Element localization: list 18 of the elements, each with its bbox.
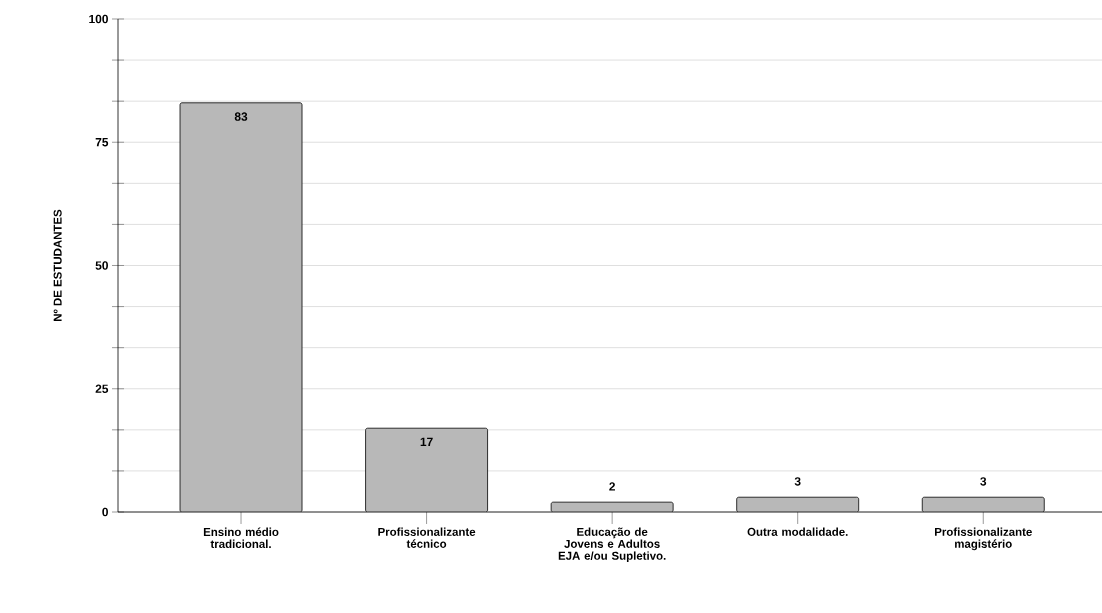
data-label: 3: [980, 477, 987, 486]
y-axis-title: Nº DE ESTUDANTES: [53, 209, 62, 321]
y-tick-label: 50: [95, 261, 108, 270]
x-tick-label: Outra modalidade.: [747, 527, 848, 536]
bar: [365, 427, 488, 512]
data-label: 3: [794, 477, 801, 486]
data-label: 2: [609, 482, 615, 491]
x-tick-label: Educação de Jovens e Adultos EJA e/ou Supletivo.: [558, 527, 666, 563]
y-tick-label: 25: [95, 384, 109, 393]
x-tick-label: Ensino médio tradicional.: [203, 527, 279, 548]
y-tick-label: 75: [95, 138, 109, 147]
x-tick-label: Profissionalizante técnico: [378, 527, 476, 548]
y-tick-label: 0: [102, 507, 108, 517]
y-tick-label: 100: [89, 14, 108, 24]
data-label: 17: [420, 437, 433, 446]
x-tick-label: Profissionalizante magistério: [935, 527, 1032, 551]
data-label: 83: [234, 112, 248, 121]
bar: [179, 102, 303, 512]
